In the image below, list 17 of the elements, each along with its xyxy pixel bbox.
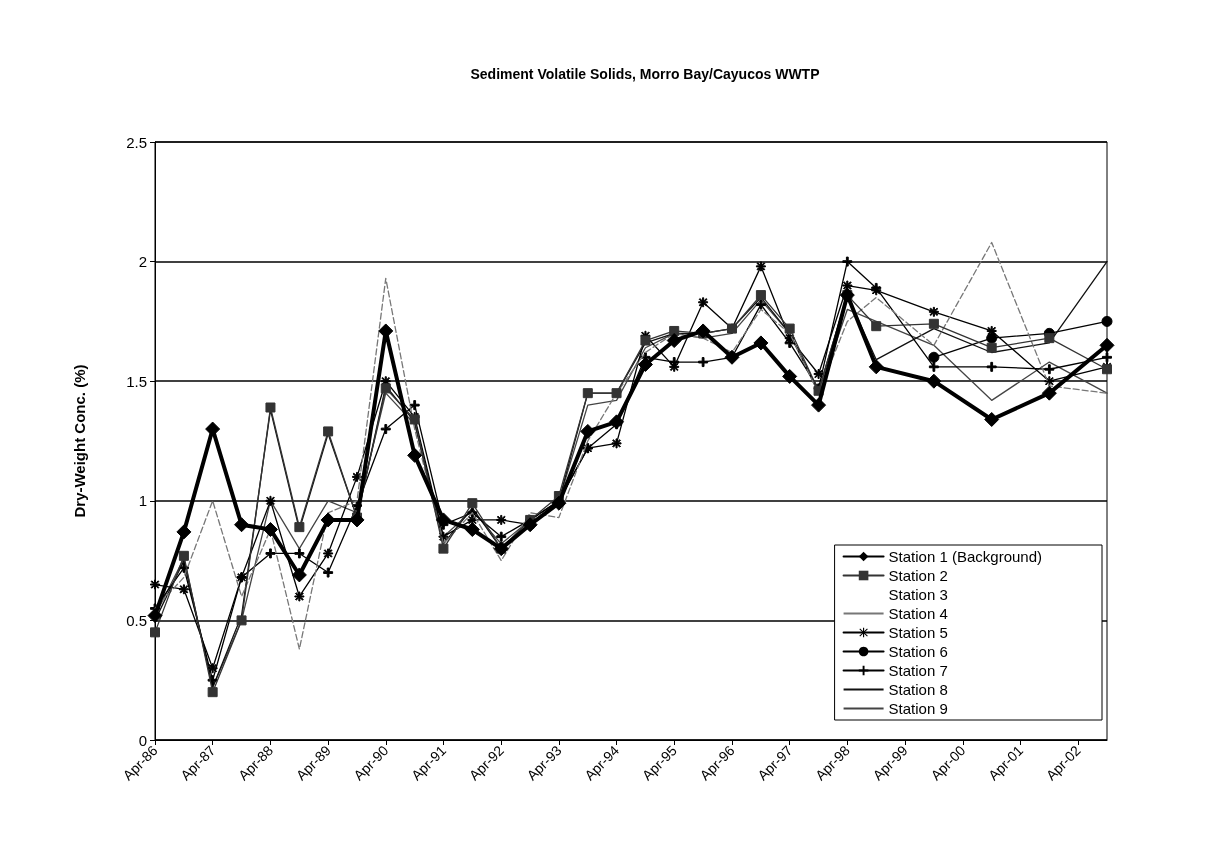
legend-label: Station 7 [888,662,948,679]
legend-label: Station 6 [888,643,948,660]
y-axis-title: Dry-Weight Conc. (%) [71,364,88,518]
legend-label: Station 9 [888,700,948,717]
y-tick-label: 1 [138,492,147,510]
chart-title: Sediment Volatile Solids, Morro Bay/Cayucos WWTP [470,66,820,82]
y-tick-label: 1.5 [126,372,147,390]
y-tick-label: 0.5 [126,611,147,629]
legend-label: Station 2 [888,567,948,584]
legend-label: Station 4 [888,605,948,622]
y-tick-label: 0 [138,731,147,749]
text: Station 3 [888,586,948,603]
y-tick-label: 2 [138,253,147,271]
legend-label: Station 8 [888,681,948,698]
y-tick-label: 2.5 [126,133,147,151]
legend-label: Station 1 (Background) [888,548,1042,565]
legend-label: Station 5 [888,624,948,641]
